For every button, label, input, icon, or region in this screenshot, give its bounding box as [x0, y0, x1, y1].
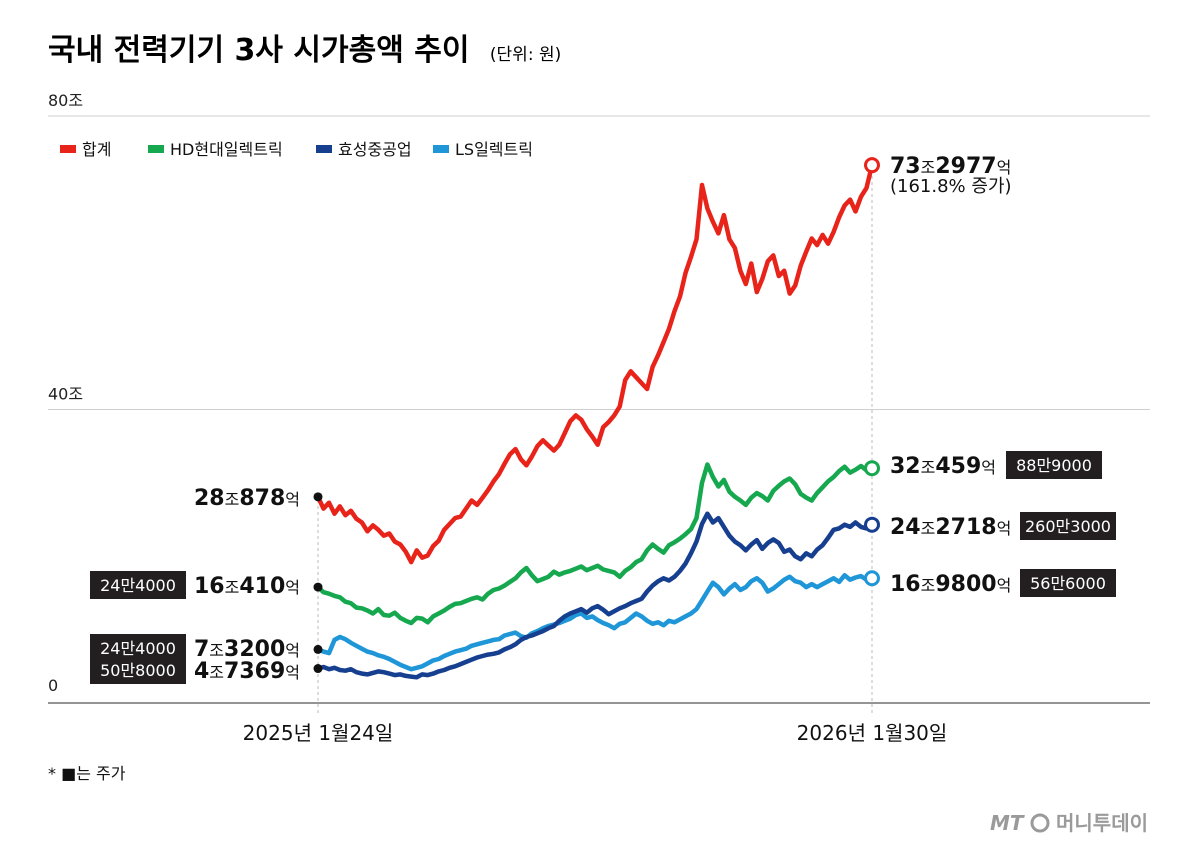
start-dot: [313, 492, 323, 502]
brand-logo: MT 머니투데이: [990, 811, 1148, 835]
series-line: [315, 511, 875, 680]
end-label-part: 억: [997, 158, 1012, 177]
start-label-part: 억: [285, 490, 300, 509]
x-tick-label: 2026년 1월30일: [797, 721, 948, 745]
end-label-part: 조: [921, 576, 936, 595]
end-marker: [864, 570, 880, 587]
legend-background: [46, 131, 562, 165]
end-label-part: 억: [997, 576, 1012, 595]
legend-swatch: [148, 145, 164, 153]
end-marker: [864, 157, 880, 174]
series-line: [315, 462, 875, 626]
start-label-part: 3200: [224, 637, 285, 662]
start-label-part: 억: [285, 578, 300, 597]
start-value-label: 4조7369억: [194, 659, 300, 684]
start-label-part: 16: [194, 574, 225, 599]
end-label-part: 조: [921, 158, 936, 177]
legend-swatch: [60, 145, 76, 153]
start-label-part: 878: [239, 486, 285, 511]
legend-swatch: [316, 145, 332, 153]
legend-swatch: [433, 145, 449, 153]
start-dot: [313, 582, 323, 592]
legend-entry: 합계: [82, 140, 111, 159]
start-value-label: 7조3200억: [194, 637, 300, 662]
y-tick-label: 40조: [48, 385, 83, 404]
end-label-part: 32: [890, 454, 921, 479]
start-label-part: 조: [225, 578, 240, 597]
end-value-label: 73조2977억: [890, 154, 1011, 179]
price-tag: 56만6000: [1020, 569, 1116, 597]
price-tag: 24만4000: [90, 634, 186, 662]
price-tag: 260만3000: [1020, 512, 1116, 540]
price-tag-background: [90, 571, 186, 599]
footnote: * ■는 주가: [48, 764, 126, 783]
grid: [48, 115, 1150, 410]
start-label-part: 4: [194, 659, 209, 684]
legend-entry: LS일렉트릭: [455, 140, 533, 159]
start-dot: [313, 664, 323, 674]
price-tag-background: [1020, 569, 1116, 597]
price-tag-background: [1006, 451, 1102, 479]
price-tag-text: 24만4000: [100, 639, 176, 658]
legend-entry: 효성중공업: [338, 140, 412, 159]
series-line: [315, 573, 875, 672]
start-label-part: 억: [285, 641, 300, 660]
start-label-part: 조: [209, 663, 224, 682]
series-line: [315, 162, 875, 565]
price-tag-text: 50만8000: [100, 661, 176, 680]
annotations: 28조878억73조2977억16조410억32조459억24만400088만9…: [90, 154, 1116, 684]
end-label-part: 9800: [935, 572, 996, 597]
price-tag-text: 260만3000: [1025, 517, 1111, 536]
end-label-part: 2718: [935, 515, 996, 540]
end-label-part: 16: [890, 572, 921, 597]
brand-circle-icon: [1030, 813, 1050, 833]
end-marker: [864, 460, 880, 477]
start-label-part: 억: [285, 663, 300, 682]
price-tag-background: [1020, 512, 1116, 540]
y-tick-label: 80조: [48, 91, 83, 110]
end-label-part: 조: [921, 519, 936, 538]
start-label-part: 7369: [224, 659, 285, 684]
price-tag: 24만4000: [90, 571, 186, 599]
brand-mark: MT: [990, 811, 1025, 835]
start-label-part: 28: [194, 486, 225, 511]
end-label-part: 459: [935, 454, 981, 479]
start-value-label: 28조878억: [194, 486, 300, 511]
end-label-part: 억: [997, 519, 1012, 538]
brand-name: 머니투데이: [1056, 811, 1148, 835]
start-label-part: 조: [209, 641, 224, 660]
end-value-label: 24조2718억: [890, 515, 1011, 540]
page-title: 국내 전력기기 3사 시가총액 추이 (단위: 원): [48, 33, 561, 68]
end-marker: [864, 516, 880, 533]
end-label-part: 73: [890, 154, 921, 179]
end-value-label: 32조459억: [890, 454, 996, 479]
start-value-label: 16조410억: [194, 574, 300, 599]
legend: 합계 HD현대일렉트릭 효성중공업 LS일렉트릭: [60, 140, 533, 159]
price-tag-background: [90, 634, 186, 662]
start-dot: [313, 644, 323, 654]
start-label-part: 조: [225, 490, 240, 509]
y-axis: 80조 40조 0: [48, 91, 83, 695]
price-tag-text: 88만9000: [1016, 456, 1092, 475]
end-value-label: 16조9800억: [890, 572, 1011, 597]
unit-text: (단위: 원): [490, 45, 561, 65]
price-tag: 88만9000: [1006, 451, 1102, 479]
start-label-part: 7: [194, 637, 209, 662]
series-lines: [315, 162, 875, 680]
change-label: (161.8% 증가): [890, 176, 1012, 197]
x-tick-label: 2025년 1월24일: [243, 721, 394, 745]
x-axis: 2025년 1월24일 2026년 1월30일: [48, 170, 1150, 745]
price-tag-text: 56만6000: [1030, 574, 1106, 593]
price-tag-text: 24만4000: [100, 576, 176, 595]
start-label-part: 410: [239, 574, 285, 599]
title-text: 국내 전력기기 3사 시가총액 추이: [48, 33, 469, 68]
end-label-part: 조: [921, 458, 936, 477]
legend-entry: HD현대일렉트릭: [170, 140, 283, 159]
y-tick-label: 0: [48, 676, 58, 695]
end-label-part: 억: [981, 458, 996, 477]
end-label-part: 24: [890, 515, 921, 540]
end-label-part: 2977: [935, 154, 996, 179]
